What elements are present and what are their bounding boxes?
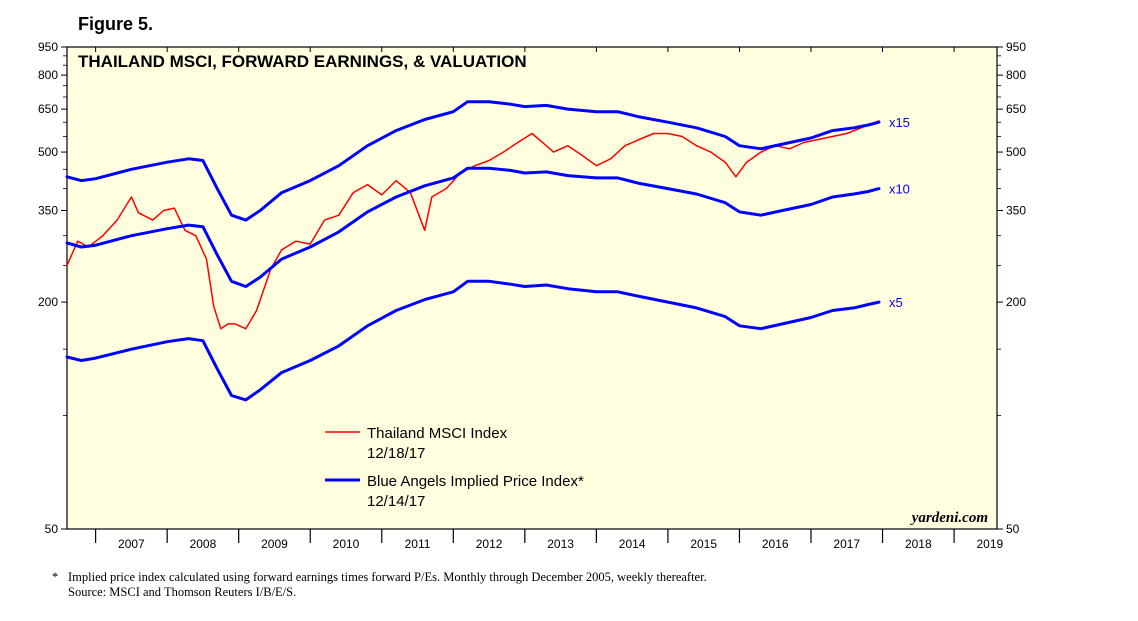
x-tick-label: 2016 [762, 537, 789, 551]
axis-ticks [61, 46, 1003, 543]
y-tick-label-left: 650 [38, 102, 58, 116]
x-tick-label: 2014 [619, 537, 646, 551]
y-tick-label-left: 500 [38, 145, 58, 159]
y-tick-label-right: 500 [1006, 145, 1026, 159]
legend: Thailand MSCI Index 12/18/17 Blue Angels… [325, 425, 584, 510]
series-end-labels: x15 x10 x5 [889, 115, 910, 310]
y-tick-label-right: 350 [1006, 203, 1026, 217]
chart-title: THAILAND MSCI, FORWARD EARNINGS, & VALUA… [78, 52, 527, 71]
y-tick-label-right: 200 [1006, 295, 1026, 309]
legend-price-date: 12/18/17 [367, 445, 425, 462]
x-tick-label: 2015 [690, 537, 717, 551]
series-label-x15: x15 [889, 115, 910, 130]
y-tick-label-right: 950 [1006, 40, 1026, 54]
y-tick-label-left: 800 [38, 68, 58, 82]
x-tick-label: 2017 [833, 537, 860, 551]
y-tick-label-left: 350 [38, 203, 58, 217]
footnote: * Implied price index calculated using fo… [52, 570, 707, 600]
x-tick-label: 2010 [333, 537, 360, 551]
series-implied-x5 [65, 279, 881, 402]
plot-background [66, 46, 998, 530]
legend-implied-date: 12/14/17 [367, 493, 425, 510]
y-axis-right-labels: 50 200 350 500 650 800 950 [1006, 40, 1026, 536]
x-tick-label: 2011 [405, 537, 431, 551]
legend-implied-label: Blue Angels Implied Price Index* [367, 473, 584, 490]
y-tick-label-right: 50 [1006, 522, 1020, 536]
x-tick-label: 2009 [261, 537, 288, 551]
y-axis-left-labels: 50 200 350 500 650 800 950 [38, 40, 58, 536]
y-tick-label-right: 650 [1006, 102, 1026, 116]
series-layer [65, 100, 881, 402]
y-tick-label-left: 950 [38, 40, 58, 54]
series-implied-x15 [65, 100, 881, 222]
x-tick-label: 2019 [976, 537, 1003, 551]
y-tick-label-left: 200 [38, 295, 58, 309]
x-tick-label: 2008 [190, 537, 217, 551]
figure-label: Figure 5. [78, 14, 154, 34]
x-tick-label: 2018 [905, 537, 932, 551]
series-label-x5: x5 [889, 295, 903, 310]
x-axis-labels: 2007 2008 2009 2010 2011 2012 2013 2014 2015 2016… [118, 537, 1003, 551]
y-tick-label-left: 50 [45, 522, 59, 536]
legend-price-label: Thailand MSCI Index [367, 425, 508, 442]
y-tick-label-right: 800 [1006, 68, 1026, 82]
footnote-text: Implied price index calculated using for… [68, 570, 707, 584]
x-tick-label: 2013 [547, 537, 574, 551]
series-thailand-msci [66, 120, 880, 330]
footnote-source: Source: MSCI and Thomson Reuters I/B/E/S… [68, 585, 297, 599]
footnote-marker: * [52, 570, 59, 584]
series-implied-x10 [65, 166, 881, 288]
x-tick-label: 2007 [118, 537, 145, 551]
watermark: yardeni.com [910, 510, 988, 526]
x-tick-label: 2012 [476, 537, 503, 551]
series-label-x10: x10 [889, 182, 910, 197]
footnote-line-1: * Implied price index calculated using fo… [52, 570, 707, 585]
